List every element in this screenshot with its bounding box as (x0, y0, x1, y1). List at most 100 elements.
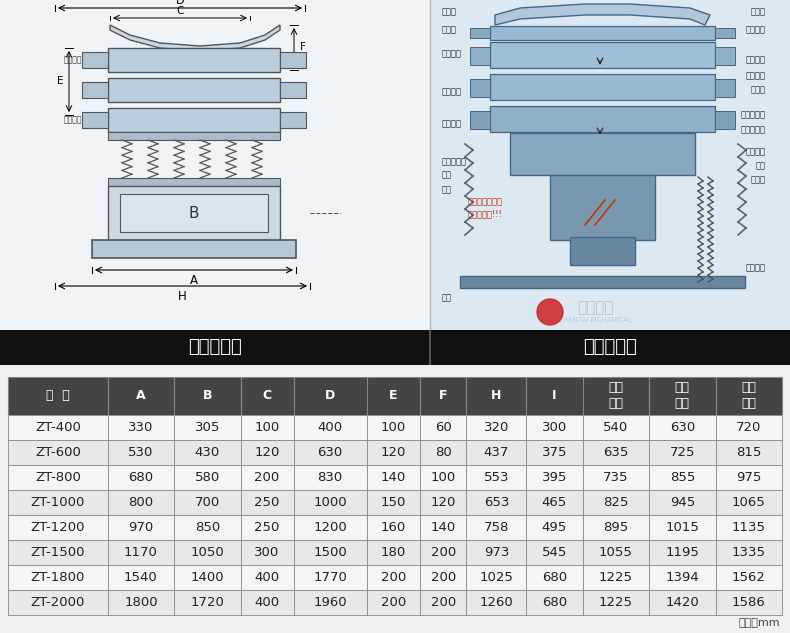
Bar (107, 590, 174, 615)
Text: 辅助筛网: 辅助筛网 (746, 56, 766, 65)
Bar (649, 440, 716, 465)
Text: ZT-1500: ZT-1500 (31, 546, 85, 559)
Bar (649, 565, 716, 590)
Bar (8, 565, 107, 590)
Text: 单位：mm: 单位：mm (739, 618, 780, 628)
Text: 700: 700 (194, 496, 220, 509)
Bar (107, 540, 174, 565)
Bar (107, 490, 174, 515)
Text: 1720: 1720 (190, 596, 224, 609)
Bar (470, 47, 490, 65)
Text: 553: 553 (483, 471, 509, 484)
Text: 330: 330 (128, 421, 153, 434)
Text: 100: 100 (431, 471, 456, 484)
Bar (107, 377, 174, 415)
Bar (466, 540, 526, 565)
Text: 外形尺寸图: 外形尺寸图 (188, 339, 242, 356)
Text: 1065: 1065 (732, 496, 766, 509)
Text: 400: 400 (254, 596, 280, 609)
Polygon shape (110, 25, 280, 51)
Text: 橡胶球: 橡胶球 (751, 85, 766, 94)
Bar (526, 377, 583, 415)
Text: 430: 430 (194, 446, 220, 459)
Bar (716, 490, 782, 515)
Bar (8, 465, 107, 490)
Bar (420, 440, 466, 465)
Bar (280, 52, 306, 68)
Bar (240, 490, 294, 515)
Text: 320: 320 (483, 421, 509, 434)
Bar (420, 515, 466, 540)
Text: 60: 60 (435, 421, 452, 434)
Text: 防尘盖: 防尘盖 (442, 8, 457, 16)
Text: 250: 250 (254, 521, 280, 534)
Bar (174, 565, 240, 590)
Text: 735: 735 (603, 471, 629, 484)
Text: 305: 305 (194, 421, 220, 434)
Text: 型  号: 型 号 (46, 389, 70, 403)
Text: 530: 530 (128, 446, 153, 459)
Text: 一层
高度: 一层 高度 (608, 382, 623, 410)
Bar (107, 415, 174, 440)
Text: 额外重锤板: 额外重锤板 (741, 125, 766, 134)
Text: 653: 653 (483, 496, 509, 509)
Bar (715, 79, 735, 97)
Bar (420, 540, 466, 565)
Bar (716, 465, 782, 490)
Bar (240, 415, 294, 440)
Bar (107, 440, 174, 465)
Bar (107, 565, 174, 590)
Bar (367, 377, 420, 415)
Bar (466, 565, 526, 590)
Bar (550, 175, 655, 240)
Text: 1540: 1540 (124, 571, 158, 584)
Text: 1200: 1200 (314, 521, 347, 534)
Bar (716, 415, 782, 440)
Text: 1170: 1170 (124, 546, 158, 559)
Bar (716, 377, 782, 415)
Text: 725: 725 (670, 446, 695, 459)
Text: 振体: 振体 (756, 161, 766, 170)
Bar (583, 540, 649, 565)
Bar (716, 565, 782, 590)
Text: 973: 973 (483, 546, 509, 559)
Bar (526, 515, 583, 540)
Text: 80: 80 (435, 446, 452, 459)
Bar (715, 111, 735, 129)
Text: 825: 825 (604, 496, 629, 509)
Bar (82, 52, 108, 68)
Text: 970: 970 (128, 521, 153, 534)
Text: 1050: 1050 (190, 546, 224, 559)
Bar (583, 590, 649, 615)
Bar (174, 377, 240, 415)
Text: 1400: 1400 (190, 571, 224, 584)
Bar (108, 48, 280, 72)
Bar (649, 465, 716, 490)
Text: 1195: 1195 (665, 546, 699, 559)
Text: B: B (202, 389, 212, 403)
Bar (583, 440, 649, 465)
Text: 二层
高度: 二层 高度 (675, 382, 690, 410)
Text: 720: 720 (736, 421, 762, 434)
Text: H: H (491, 389, 502, 403)
Bar (108, 186, 280, 240)
Bar (715, 47, 735, 65)
Bar (649, 540, 716, 565)
Polygon shape (495, 4, 710, 25)
Bar (715, 28, 735, 38)
Text: 小尺寸排料: 小尺寸排料 (442, 158, 467, 166)
Bar (716, 590, 782, 615)
Bar (526, 440, 583, 465)
Bar (490, 26, 715, 40)
Text: 1225: 1225 (599, 596, 633, 609)
Bar (583, 565, 649, 590)
Text: B: B (189, 206, 199, 220)
Bar (649, 515, 716, 540)
Bar (82, 112, 108, 128)
Bar (420, 465, 466, 490)
Text: 200: 200 (381, 596, 406, 609)
Text: 底部框架: 底部框架 (63, 115, 82, 125)
Text: 试机时去掉!!!: 试机时去掉!!! (468, 210, 502, 218)
Text: 1000: 1000 (314, 496, 347, 509)
Bar (82, 82, 108, 98)
